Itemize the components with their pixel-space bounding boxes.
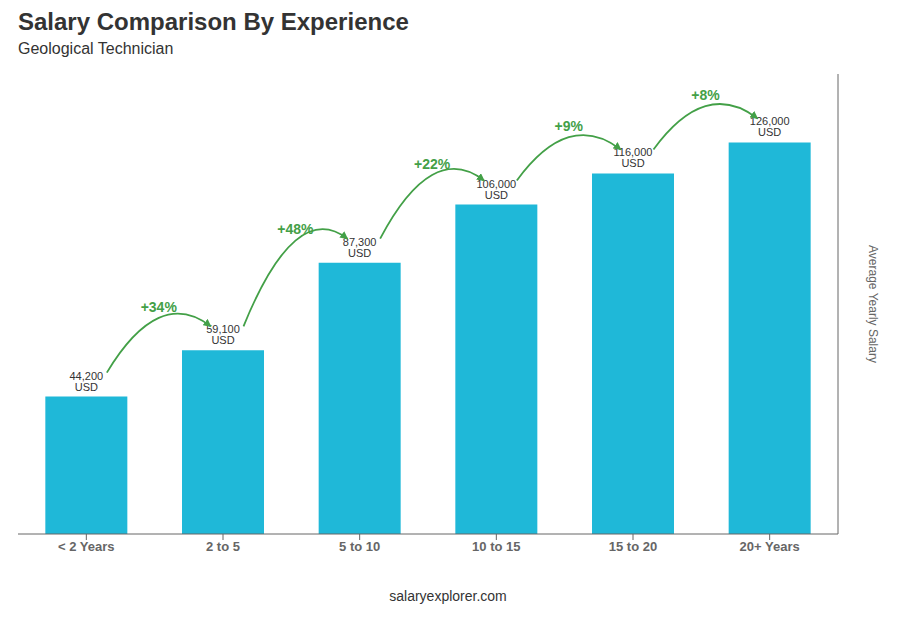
svg-text:+8%: +8% — [691, 87, 720, 103]
svg-text:126,000USD: 126,000USD — [750, 115, 790, 138]
svg-text:20+ Years: 20+ Years — [740, 539, 800, 554]
svg-text:87,300USD: 87,300USD — [343, 236, 377, 259]
svg-text:116,000USD: 116,000USD — [614, 146, 653, 169]
svg-text:+34%: +34% — [141, 299, 178, 315]
svg-text:15 to 20: 15 to 20 — [609, 539, 657, 554]
svg-text:< 2 Years: < 2 Years — [58, 539, 115, 554]
svg-text:59,100USD: 59,100USD — [206, 323, 240, 346]
html-text:Geological Technician: Geological Technician — [18, 40, 174, 57]
svg-text:+9%: +9% — [555, 118, 584, 134]
html-text:Salary Comparison By Experienc: Salary Comparison By Experience — [18, 8, 409, 35]
svg-text:2 to 5: 2 to 5 — [206, 539, 240, 554]
svg-text:106,000USD: 106,000USD — [476, 178, 516, 201]
svg-text:44,200USD: 44,200USD — [70, 370, 104, 393]
svg-text:10 to 15: 10 to 15 — [472, 539, 520, 554]
svg-text:Average Yearly Salary: Average Yearly Salary — [866, 245, 880, 363]
svg-text:5 to 10: 5 to 10 — [339, 539, 380, 554]
svg-text:+48%: +48% — [277, 221, 314, 237]
svg-text:+22%: +22% — [414, 156, 451, 172]
html-text:salaryexplorer.com: salaryexplorer.com — [389, 588, 507, 604]
